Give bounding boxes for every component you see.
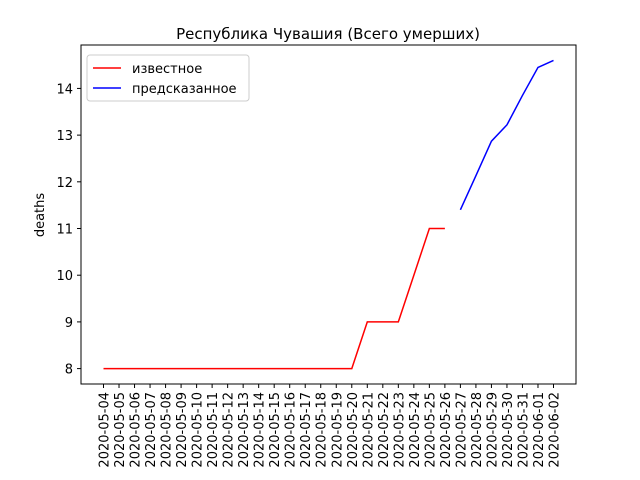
- y-tick-label: 12: [56, 176, 73, 191]
- x-tick-label: 2020-05-25: [423, 392, 438, 468]
- x-tick-label: 2020-05-07: [144, 392, 159, 468]
- x-tick-label: 2020-05-15: [268, 392, 283, 468]
- x-tick-label: 2020-05-31: [516, 392, 531, 468]
- x-tick-label: 2020-05-11: [206, 392, 221, 468]
- x-tick-label: 2020-05-26: [439, 392, 454, 468]
- x-tick-label: 2020-05-24: [408, 392, 423, 468]
- x-tick-label: 2020-05-10: [191, 392, 206, 468]
- x-tick-label: 2020-05-14: [253, 392, 268, 468]
- series-line: [459, 59, 554, 211]
- x-tick-label: 2020-05-29: [485, 392, 500, 468]
- x-tick-label: 2020-05-09: [175, 392, 190, 468]
- chart-title: Республика Чувашия (Всего умерших): [176, 25, 480, 43]
- x-tick-label: 2020-05-08: [160, 392, 175, 468]
- y-tick-label: 13: [56, 129, 73, 144]
- series-line: [103, 227, 445, 370]
- x-tick-label: 2020-05-23: [392, 392, 407, 468]
- x-tick-label: 2020-05-21: [361, 392, 376, 468]
- x-tick-label: 2020-05-06: [129, 392, 144, 468]
- y-tick-label: 14: [56, 82, 73, 97]
- x-tick-label: 2020-05-28: [470, 392, 485, 468]
- x-tick-label: 2020-06-01: [532, 392, 547, 468]
- x-tick-label: 2020-05-05: [113, 392, 128, 468]
- x-tick-label: 2020-05-19: [330, 392, 345, 468]
- x-tick-label: 2020-05-27: [454, 392, 469, 468]
- x-tick-label: 2020-05-13: [237, 392, 252, 468]
- legend-label: известное: [132, 62, 202, 77]
- y-tick-label: 10: [56, 269, 73, 284]
- legend-label: предсказанное: [132, 82, 237, 97]
- y-tick-label: 9: [65, 316, 73, 331]
- x-tick-label: 2020-05-22: [377, 392, 392, 468]
- x-tick-label: 2020-06-02: [548, 392, 563, 468]
- legend: известное предсказанное: [86, 54, 250, 102]
- y-tick-label: 8: [65, 363, 73, 378]
- plot-frame: [80, 44, 577, 385]
- x-tick-label: 2020-05-30: [501, 392, 516, 468]
- y-axis-label: deaths: [33, 193, 48, 238]
- y-tick-label: 11: [56, 223, 73, 238]
- x-tick-label: 2020-05-18: [315, 392, 330, 468]
- x-tick-label: 2020-05-20: [346, 392, 361, 468]
- x-tick-label: 2020-05-04: [98, 392, 113, 468]
- x-tick-label: 2020-05-16: [284, 392, 299, 468]
- legend-box: [86, 54, 250, 102]
- x-tick-label: 2020-05-17: [299, 392, 314, 468]
- x-tick-label: 2020-05-12: [222, 392, 237, 468]
